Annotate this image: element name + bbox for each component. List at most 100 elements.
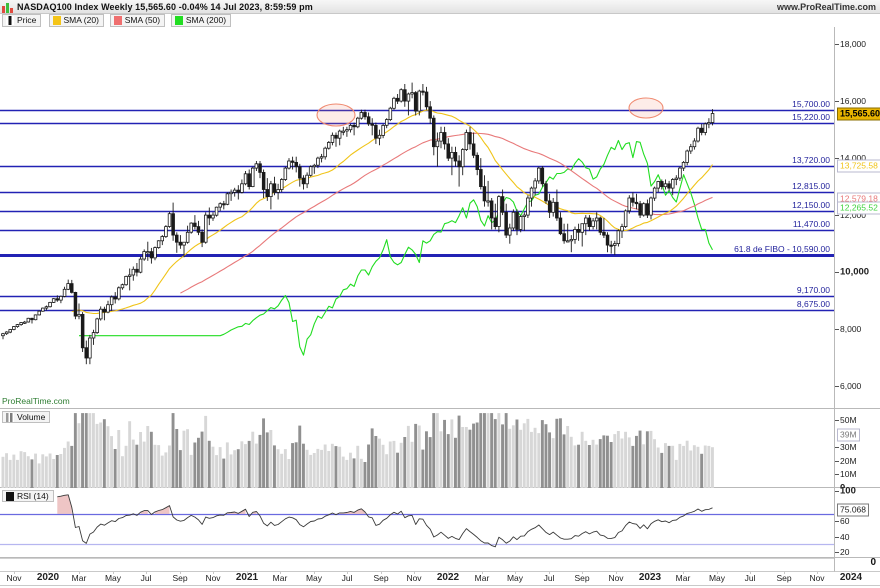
- candlestick-app-icon: [2, 2, 13, 13]
- volume-bars: [1, 413, 714, 488]
- rsi-legend-chip[interactable]: RSI (14): [2, 490, 54, 502]
- price-axis[interactable]: 18,000 16,000 14,000 12,000 10,000 8,000 6,000…: [834, 27, 880, 409]
- date-axis-month-label: Jul: [543, 573, 555, 583]
- date-axis-year-label: 2021: [235, 572, 259, 583]
- date-tick-mark: [414, 571, 415, 574]
- price-tick-label: 10,000: [840, 266, 870, 278]
- date-axis-month-label: May: [104, 573, 122, 583]
- date-tick-mark: [347, 571, 348, 574]
- date-axis[interactable]: Nov 2020 Mar May Jul Sep Nov 2021 Mar May Jul Sep No…: [0, 558, 880, 588]
- rsi-pane[interactable]: RSI (14): [0, 488, 834, 558]
- window-title: NASDAQ100 Index Weekly 15,565.60 -0.04% …: [17, 2, 313, 12]
- date-axis-divider-bottom: [0, 585, 880, 586]
- legend-item-label: SMA (50): [124, 15, 161, 25]
- date-axis-month-label: May: [506, 573, 524, 583]
- volume-value-tag: 39M: [837, 428, 860, 442]
- volume-pane[interactable]: Volume: [0, 409, 834, 488]
- volume-tick-mark: [835, 447, 839, 449]
- candlestick-series: [1, 82, 715, 365]
- date-axis-month-label: Sep: [776, 573, 792, 583]
- provider-url: www.ProRealTime.com: [776, 2, 876, 12]
- date-axis-year-label: 2020: [36, 572, 60, 583]
- date-axis-month-label: Jul: [744, 573, 756, 583]
- date-tick-mark: [750, 571, 751, 574]
- legend-item-label: SMA (200): [185, 15, 227, 25]
- date-tick-mark: [448, 571, 449, 574]
- watermark: ProRealTime.com: [2, 396, 70, 406]
- volume-legend-label: Volume: [17, 412, 46, 422]
- price-tick-mark: [835, 44, 839, 46]
- title-bar-left: NASDAQ100 Index Weekly 15,565.60 -0.04% …: [2, 0, 313, 14]
- date-axis-month-label: Mar: [71, 573, 87, 583]
- sma-20-line: [71, 109, 713, 315]
- date-tick-mark: [717, 571, 718, 574]
- title-bar-right: www.ProRealTime.com: [777, 0, 876, 14]
- date-axis-month-label: Nov: [608, 573, 624, 583]
- date-axis-month-label: Jul: [341, 573, 353, 583]
- date-tick-mark: [515, 571, 516, 574]
- date-tick-mark: [180, 571, 181, 574]
- price-tick-mark: [835, 101, 839, 103]
- price-pane[interactable]: 15,700.00 15,220.00 13,720.00 12,815.00 12,1…: [0, 27, 834, 409]
- volume-tick-label: 10M: [840, 469, 857, 480]
- date-axis-year-label: 2022: [436, 572, 460, 583]
- date-axis-month-label: Nov: [205, 573, 221, 583]
- date-axis-month-label: Sep: [172, 573, 188, 583]
- price-tick-label: 18,000: [840, 39, 866, 50]
- rsi-axis[interactable]: 100 60 40 20 75.068: [834, 486, 880, 558]
- candlestick-icon: [6, 16, 14, 25]
- legend-item-label: Price: [17, 15, 37, 25]
- date-tick-mark: [14, 571, 15, 574]
- date-tick-mark: [247, 571, 248, 574]
- legend-item-sma-20[interactable]: SMA (20): [48, 14, 104, 27]
- date-tick-mark: [784, 571, 785, 574]
- date-axis-month-label: May: [708, 573, 726, 583]
- date-tick-mark: [79, 571, 80, 574]
- title-bar: NASDAQ100 Index Weekly 15,565.60 -0.04% …: [0, 0, 880, 14]
- legend-item-label: SMA (20): [63, 15, 99, 25]
- rsi-tick-label: 40: [840, 531, 850, 542]
- level-label-0: 15,700.00: [792, 98, 830, 109]
- level-label-6: 61.8 de FIBO - 10,590.00: [734, 244, 830, 255]
- horizontal-level-lines: [0, 109, 834, 312]
- color-swatch-icon: [52, 16, 61, 25]
- price-tick-label: 14,000: [840, 153, 866, 164]
- date-axis-month-label: Mar: [474, 573, 490, 583]
- price-tick-mark: [835, 329, 839, 331]
- date-axis-month-label: Jul: [140, 573, 152, 583]
- legend-item-sma-200[interactable]: SMA (200): [170, 14, 232, 27]
- level-label-8: 8,675.00: [796, 298, 830, 309]
- rsi-line: [57, 494, 713, 548]
- legend-item-sma-50[interactable]: SMA (50): [109, 14, 166, 27]
- volume-tick-mark: [835, 419, 839, 421]
- date-axis-divider-top: [0, 571, 880, 572]
- sma-50-line: [180, 132, 713, 294]
- rsi-overbought-fill: [57, 494, 72, 514]
- series-legend: Price SMA (20) SMA (50) SMA (200): [0, 14, 880, 27]
- date-tick-mark: [616, 571, 617, 574]
- rsi-tick-mark: [835, 551, 839, 553]
- rsi-overbought-fill: [140, 510, 148, 514]
- level-label-1: 15,220.00: [792, 112, 830, 123]
- date-axis-month-label: Sep: [574, 573, 590, 583]
- color-swatch-icon: [6, 491, 14, 501]
- price-tick-mark: [835, 158, 839, 160]
- rsi-tick-mark: [835, 521, 839, 523]
- legend-item-price[interactable]: Price: [2, 14, 42, 27]
- date-axis-month-label: Mar: [272, 573, 288, 583]
- volume-tick-label: 50M: [840, 414, 857, 425]
- volume-legend-chip[interactable]: Volume: [2, 411, 51, 423]
- date-tick-mark: [381, 571, 382, 574]
- cursor-value: 0: [870, 557, 876, 568]
- volume-tick-label: 30M: [840, 442, 857, 453]
- volume-axis[interactable]: 50M30M20M10M039M: [834, 409, 880, 494]
- ellipse-annotation-left: [316, 103, 356, 127]
- date-tick-mark: [113, 571, 114, 574]
- level-label-3: 12,815.00: [792, 180, 830, 191]
- level-label-7: 9,170.00: [796, 284, 830, 295]
- price-tick-mark: [835, 272, 839, 274]
- date-tick-mark: [549, 571, 550, 574]
- price-value-tag-sma20: 13,725.58: [837, 159, 880, 173]
- volume-bars-icon: [6, 412, 14, 422]
